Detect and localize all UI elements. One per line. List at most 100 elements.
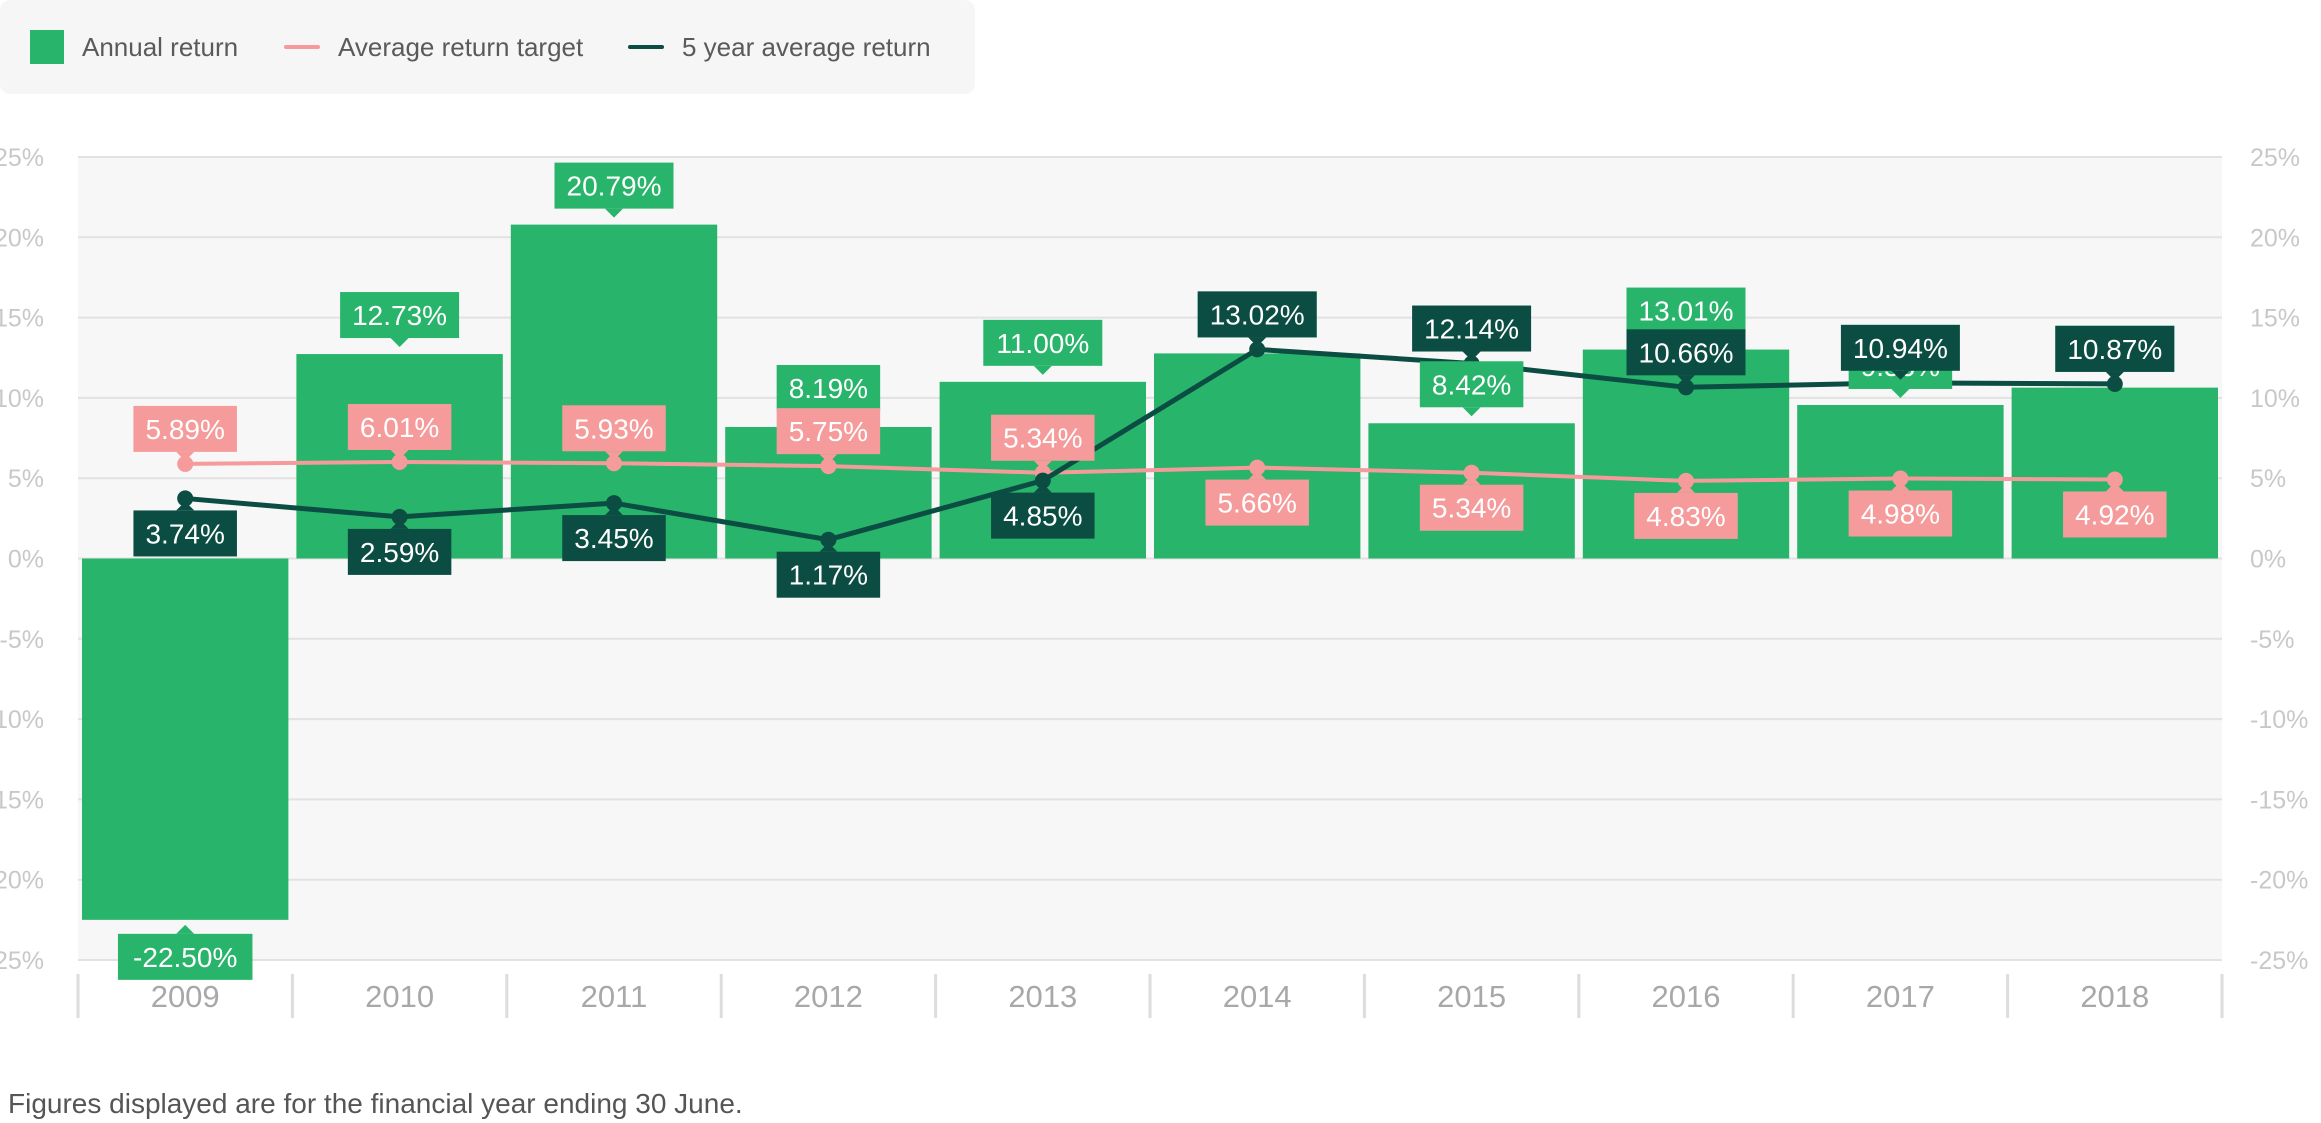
point-5-year-average-return [1678,379,1694,396]
data-label-average-return-target: 4.83% [1634,483,1738,539]
data-label-average-return-target: 5.89% [133,405,237,461]
data-label-text: 5.75% [789,416,868,447]
point-5-year-average-return [177,490,194,507]
legend-item-average-return-target[interactable]: Average return target [284,0,583,94]
legend-label: 5 year average return [682,31,931,62]
data-label-text: 1.17% [789,560,868,591]
data-label-pointer [1677,375,1695,385]
line-swatch-icon [628,45,664,49]
annual-return-chart: 25% 25% 20% 20% 15% 15% 10% 10% 5% 5% 0% 0% -5% -5% 10… [0,144,2308,1018]
line-average-return-target [185,459,2115,483]
data-label-pointer [819,542,838,552]
data-label-average-return-target: 4.98% [1848,481,1953,537]
data-label-pointer [1248,337,1267,347]
data-label-box [776,364,881,411]
line-swatch-icon [284,45,320,49]
data-label-pointer [176,451,195,461]
data-label-5-year-average-return: 10.66% [1626,329,1746,385]
y-tick-label-left: 25% [0,144,44,172]
y-tick-label-left: 20% [0,224,44,252]
bar-annual-return [82,558,289,920]
point-average-return-target [1892,470,1909,487]
chart-legend: Annual return Average return target 5 ye… [0,0,975,94]
y-tick-label-right: 25% [2250,144,2300,172]
data-label-pointer [390,338,409,348]
x-tick-label: 2013 [1008,979,1077,1014]
y-tick-label-right: -20% [2250,867,2308,895]
y-tick-label-right: 20% [2250,224,2300,252]
legend-item-annual-return[interactable]: Annual return [30,0,238,94]
data-label-text: 13.02% [1210,299,1305,330]
data-label-box [776,408,881,455]
data-label-text: 2.59% [360,537,439,568]
data-label-box [1626,329,1746,376]
data-label-annual-return: 11.00% [983,319,1103,375]
data-label-text: 10.66% [1639,337,1734,368]
y-tick-label-left: 25% [0,947,44,975]
data-label-pointer [1462,475,1481,485]
legend-item-5-year-average-return[interactable]: 5 year average return [628,0,931,94]
data-label-box [983,319,1103,366]
y-tick-label-left: 10% [0,385,44,413]
y-tick-label-right: -15% [2250,786,2308,814]
data-label-average-return-target: 4.92% [2063,482,2167,538]
point-average-return-target [820,458,837,475]
data-label-pointer [2105,371,2124,381]
line-5-year-average-return [184,346,2115,543]
x-tick-label: 2010 [365,979,434,1014]
data-label-box [562,515,666,562]
chart-footnote: Figures displayed are for the financial … [8,1088,743,1119]
data-label-pointer [1677,483,1695,493]
data-label-text: 10.87% [2067,334,2162,365]
x-tick-label: 2016 [1652,979,1721,1014]
x-tick-label: 2015 [1437,979,1506,1014]
data-label-pointer [176,501,195,511]
data-label-pointer [2105,482,2124,492]
x-tick-label: 2014 [1223,979,1292,1014]
data-label-pointer [1033,483,1052,493]
data-label-annual-return: 8.42% [1419,361,1524,417]
data-label-box [1840,324,1960,371]
y-tick-label-right: -25% [2250,947,2308,975]
data-label-annual-return: 8.19% [776,364,881,420]
data-label-annual-return: 12.73% [340,292,460,348]
y-tick-label-left: -5% [0,626,44,654]
y-tick-label-left: 10% [0,706,44,734]
data-label-text: 4.92% [2075,499,2154,530]
data-label-annual-return: -22.50% [117,924,253,980]
data-label-5-year-average-return: 3.74% [133,501,237,557]
data-label-text: 5.66% [1217,488,1296,519]
data-label-annual-return: 20.79% [554,162,674,218]
data-label-box [562,405,666,452]
data-label-box [1626,287,1746,334]
data-label-pointer [1891,370,1910,380]
y-tick-label-left: 15% [0,786,44,814]
data-label-box [340,292,460,339]
data-label-5-year-average-return: 4.85% [991,483,1095,539]
data-label-text: -22.50% [133,942,237,973]
point-average-return-target [1678,472,1694,489]
data-label-text: 13.01% [1639,296,1734,327]
data-label-text: 5.34% [1003,423,1082,454]
data-label-box [1205,479,1309,526]
data-label-text: 20.79% [567,171,662,202]
data-label-pointer [1033,365,1052,375]
bar-annual-return [1154,353,1361,559]
data-label-box [1848,490,1953,537]
point-average-return-target [391,453,408,470]
data-label-text: 8.42% [1432,369,1511,400]
y-tick-label-right: -5% [2250,626,2294,654]
y-tick-label-right: 10% [2250,385,2300,413]
point-average-return-target [606,455,622,472]
data-label-box [1412,305,1532,352]
y-tick-label-right: 15% [2250,305,2300,333]
data-label-pointer [1462,351,1481,361]
data-label-5-year-average-return: 1.17% [776,542,881,598]
point-average-return-target [177,455,194,472]
data-label-average-return-target: 5.93% [562,405,666,461]
data-label-pointer [1891,388,1910,398]
data-label-pointer [605,506,623,516]
data-label-average-return-target: 5.34% [1419,475,1524,531]
point-average-return-target [1463,464,1480,481]
data-label-box [554,162,674,209]
